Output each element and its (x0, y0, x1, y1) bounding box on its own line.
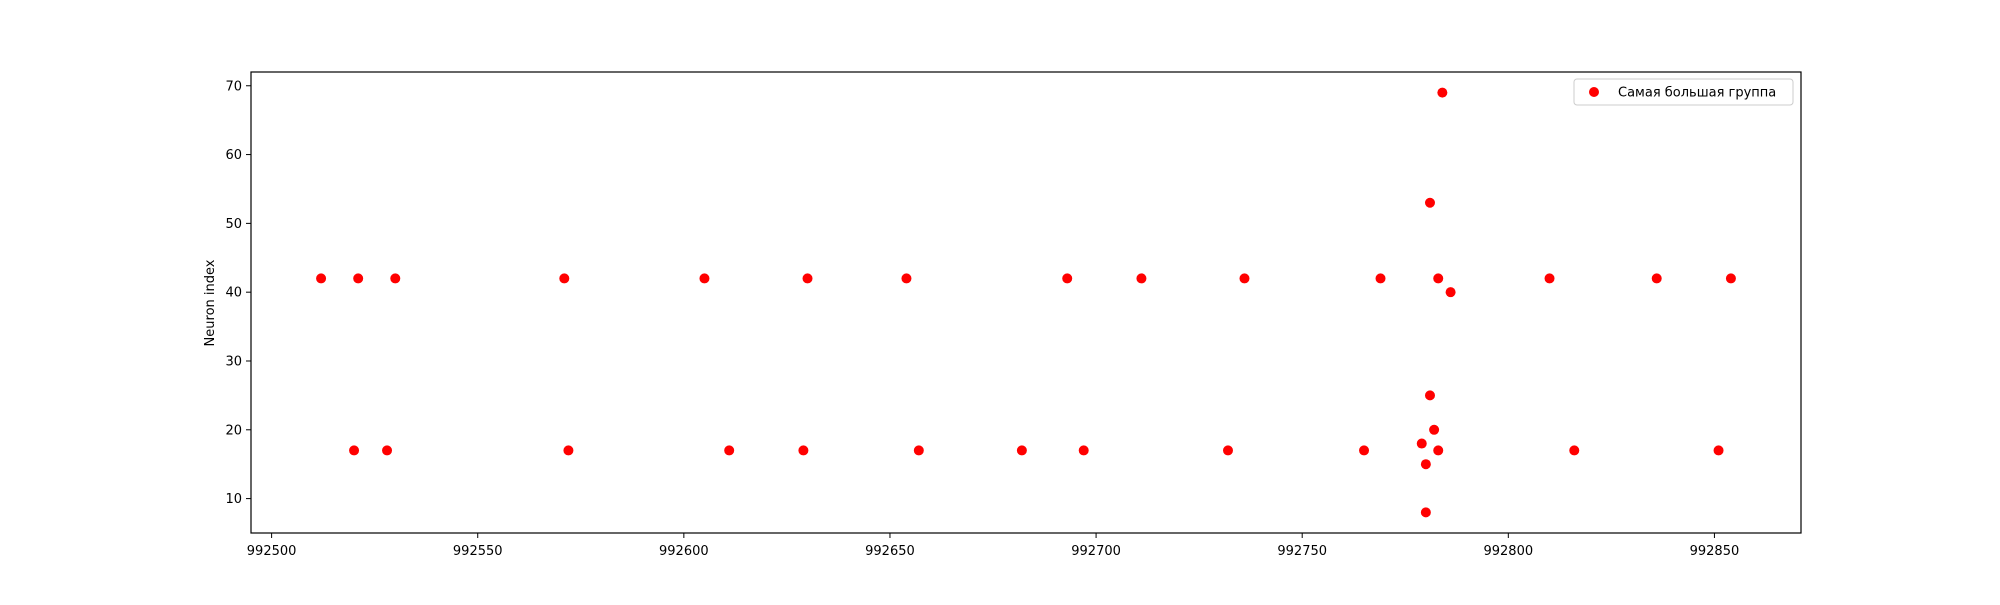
data-point (1016, 445, 1027, 456)
data-point (382, 445, 393, 456)
data-point (699, 273, 710, 284)
legend-box (1573, 78, 1794, 106)
x-tick-label: 992800 (1483, 544, 1533, 559)
legend: Самая большая группа (1573, 78, 1794, 106)
data-point (913, 445, 924, 456)
y-tick-label: 10 (225, 492, 242, 507)
y-tick-label: 40 (225, 286, 242, 301)
x-tick-label: 992550 (453, 544, 503, 559)
data-point (1569, 445, 1580, 456)
x-tick-label: 992850 (1690, 544, 1740, 559)
data-point (390, 273, 401, 284)
data-point (1725, 273, 1736, 284)
data-point (1239, 273, 1250, 284)
y-axis-label: Neuron index (203, 259, 218, 346)
data-point (798, 445, 809, 456)
data-point (1437, 87, 1448, 98)
data-point (901, 273, 912, 284)
y-tick-label: 60 (225, 148, 242, 163)
x-tick-label: 992700 (1071, 544, 1121, 559)
data-point (724, 445, 735, 456)
legend-marker (1589, 87, 1599, 97)
legend-label: Самая большая группа (1618, 86, 1776, 101)
data-point (1375, 273, 1386, 284)
data-point (353, 273, 364, 284)
data-point (1062, 273, 1073, 284)
data-points (316, 87, 1736, 518)
data-point (1424, 197, 1435, 208)
data-point (349, 445, 360, 456)
plot-frame (250, 71, 1802, 534)
data-point (1429, 424, 1440, 435)
data-point (1078, 445, 1089, 456)
data-point (1651, 273, 1662, 284)
data-point (1424, 390, 1435, 401)
x-tick-label: 992500 (247, 544, 297, 559)
y-tick-label: 50 (225, 217, 242, 232)
data-point (1222, 445, 1233, 456)
axis-ticks: 992500 992550 992600 992650 992700 992750 9928… (225, 79, 1739, 559)
y-tick-label: 30 (225, 354, 242, 369)
data-point (1445, 287, 1456, 298)
data-point (1433, 273, 1444, 284)
data-point (1136, 273, 1147, 284)
data-point (559, 273, 570, 284)
y-tick-label: 70 (225, 79, 242, 94)
data-point (1416, 438, 1427, 449)
data-point (1544, 273, 1555, 284)
x-tick-label: 992600 (659, 544, 709, 559)
x-tick-label: 992750 (1277, 544, 1327, 559)
data-point (1359, 445, 1370, 456)
data-point (316, 273, 327, 284)
data-point (1433, 445, 1444, 456)
y-tick-label: 20 (225, 423, 242, 438)
data-point (1420, 459, 1431, 470)
x-tick-label: 992650 (865, 544, 915, 559)
data-point (1420, 507, 1431, 518)
data-point (1713, 445, 1724, 456)
data-point (802, 273, 813, 284)
data-point (563, 445, 574, 456)
